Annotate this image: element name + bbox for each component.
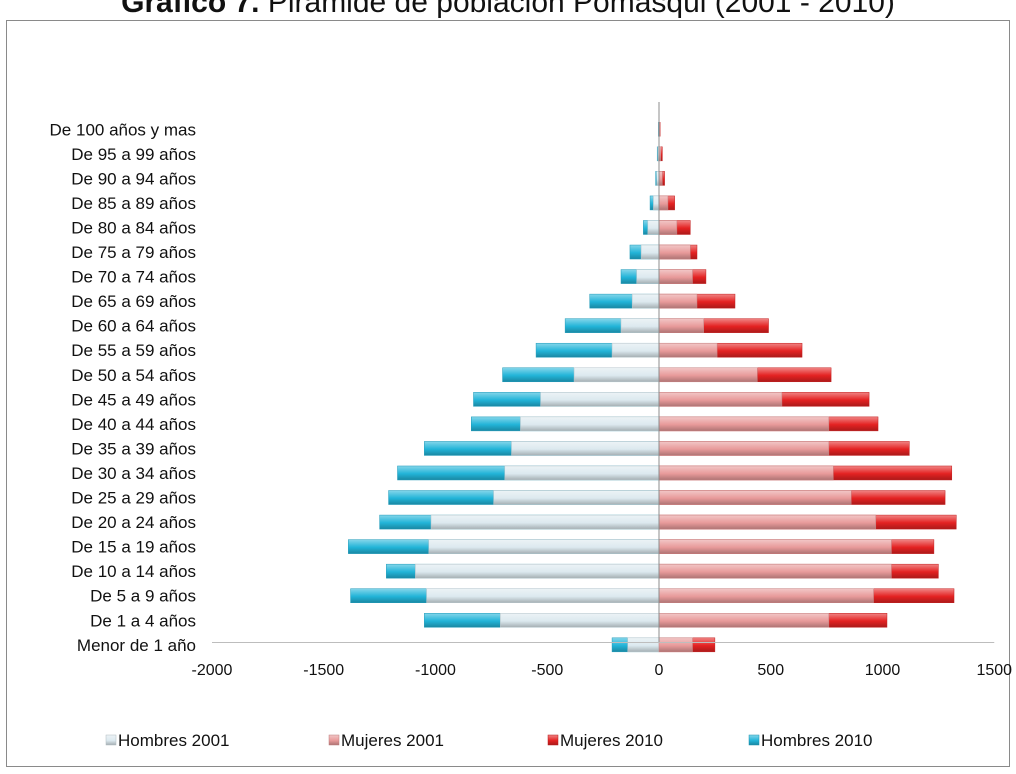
- bar-hombres-2001-12: [611, 342, 660, 358]
- legend-item-hombres-2010: Hombres 2010: [748, 731, 873, 750]
- bar-hombres-2001-3: [415, 563, 660, 579]
- bar-hombres-2001-8: [511, 441, 660, 456]
- legend-swatch-3: [748, 734, 760, 746]
- bar-hombres-2001-2: [426, 588, 660, 603]
- bar-mujeres-2001-6: [658, 490, 852, 505]
- bar-hombres-2001-1: [500, 613, 660, 628]
- legend: Hombres 2001 Mujeres 2001 Mujeres 2010 Homb…: [105, 731, 873, 750]
- bar-hombres-2001-4: [428, 539, 660, 554]
- bar-hombres-2001-16: [640, 244, 660, 260]
- bar-hombres-2001-11: [573, 367, 660, 383]
- legend-item-mujeres-2001: Mujeres 2001: [328, 731, 444, 750]
- category-label-7: De 30 a 34 años: [71, 464, 196, 483]
- bar-hombres-2001-18: [653, 195, 660, 211]
- bar-mujeres-2001-8: [658, 441, 830, 456]
- category-label-8: De 35 a 39 años: [71, 439, 196, 458]
- bar-mujeres-2001-0: [658, 637, 693, 653]
- legend-label-0: Hombres 2001: [118, 731, 230, 750]
- bar-mujeres-2001-10: [658, 392, 783, 407]
- bar-hombres-2001-13: [620, 318, 660, 333]
- category-label-1: De 1 a 4 años: [90, 611, 196, 630]
- category-label-19: De 90 a 94 años: [71, 169, 196, 188]
- x-tick-label-0: -2000: [192, 662, 233, 679]
- category-label-11: De 50 a 54 años: [71, 366, 196, 385]
- legend-item-hombres-2001: Hombres 2001: [105, 731, 230, 750]
- x-tick-label-5: 500: [757, 662, 784, 679]
- x-tick-label-2: -1000: [415, 662, 456, 679]
- legend-item-mujeres-2010: Mujeres 2010: [547, 731, 663, 750]
- bar-mujeres-2001-14: [658, 293, 698, 309]
- category-label-4: De 15 a 19 años: [71, 538, 196, 557]
- legend-label-3: Hombres 2010: [761, 731, 873, 750]
- legend-label-2: Mujeres 2010: [560, 731, 663, 750]
- bar-hombres-2001-6: [493, 490, 660, 505]
- bar-hombres-2001-9: [520, 416, 660, 432]
- bar-mujeres-2001-18: [658, 195, 669, 211]
- category-label-13: De 60 a 64 años: [71, 317, 196, 336]
- category-label-9: De 40 a 44 años: [71, 415, 196, 434]
- bar-hombres-2001-0: [627, 637, 660, 653]
- category-label-18: De 85 a 89 años: [71, 194, 196, 213]
- chart-title-text: Pirámide de población Pomasqui (2001 - 2…: [267, 0, 895, 19]
- category-label-6: De 25 a 29 años: [71, 489, 196, 508]
- plot-border: [6, 20, 1010, 767]
- x-tick-label-1: -1500: [303, 662, 344, 679]
- x-tick-label-4: 0: [655, 662, 664, 679]
- x-tick-label-7: 1500: [976, 662, 1012, 679]
- category-label-2: De 5 a 9 años: [90, 587, 196, 606]
- x-tick-labels: -2000 -1500 -1000 -500 0 500 1000 1500: [192, 662, 1013, 679]
- bar-hombres-2001-5: [430, 514, 660, 530]
- bar-mujeres-2001-5: [658, 514, 877, 530]
- x-tick-label-6: 1000: [865, 662, 901, 679]
- chart-title: Gráfico 7. Pirámide de población Pomasqu…: [0, 0, 1016, 20]
- bar-mujeres-2001-7: [658, 465, 834, 481]
- bar-hombres-2001-14: [631, 293, 660, 309]
- bar-mujeres-2001-9: [658, 416, 830, 432]
- bar-hombres-2001-15: [636, 269, 660, 284]
- category-label-5: De 20 a 24 años: [71, 513, 196, 532]
- bar-mujeres-2001-19: [658, 171, 663, 186]
- category-label-17: De 80 a 84 años: [71, 218, 196, 237]
- bar-mujeres-2001-1: [658, 613, 830, 628]
- category-label-15: De 70 a 74 años: [71, 268, 196, 287]
- category-label-10: De 45 a 49 años: [71, 390, 196, 409]
- category-labels: Menor de 1 año De 1 a 4 años De 5 a 9 años…: [50, 120, 196, 655]
- legend-label-1: Mujeres 2001: [341, 731, 444, 750]
- bar-mujeres-2001-4: [658, 539, 892, 554]
- bars-layer: [348, 122, 957, 653]
- bar-mujeres-2001-12: [658, 342, 718, 358]
- bar-mujeres-2001-2: [658, 588, 874, 603]
- bar-hombres-2001-17: [647, 220, 660, 235]
- bar-mujeres-2001-17: [658, 220, 678, 235]
- bar-mujeres-2001-3: [658, 563, 892, 579]
- category-label-21: De 100 años y mas: [50, 120, 196, 139]
- x-tick-label-3: -500: [531, 662, 563, 679]
- category-label-12: De 55 a 59 años: [71, 341, 196, 360]
- bar-hombres-2001-10: [540, 392, 660, 407]
- bar-mujeres-2001-16: [658, 244, 691, 260]
- category-label-3: De 10 a 14 años: [71, 562, 196, 581]
- legend-swatch-2: [547, 734, 559, 746]
- chart-title-prefix: Gráfico 7.: [121, 0, 260, 19]
- category-label-14: De 65 a 69 años: [71, 292, 196, 311]
- category-label-16: De 75 a 79 años: [71, 243, 196, 262]
- category-label-20: De 95 a 99 años: [71, 145, 196, 164]
- legend-swatch-1: [328, 734, 340, 746]
- bar-mujeres-2001-11: [658, 367, 758, 383]
- category-label-0: Menor de 1 año: [77, 636, 196, 655]
- legend-swatch-0: [105, 734, 117, 746]
- bar-mujeres-2001-13: [658, 318, 704, 333]
- bar-mujeres-2001-15: [658, 269, 693, 284]
- bar-hombres-2001-7: [504, 465, 660, 481]
